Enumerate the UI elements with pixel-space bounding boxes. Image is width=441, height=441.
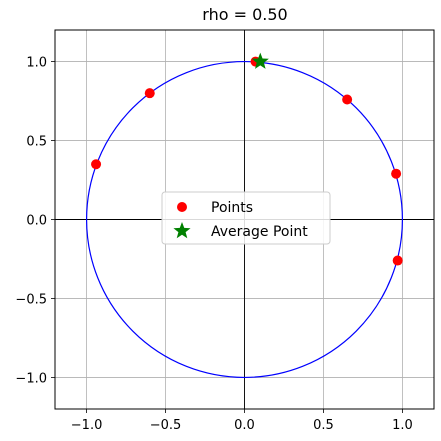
average-point-series	[251, 52, 269, 69]
point-4	[392, 255, 403, 266]
y-tick-label-3: 0.5	[26, 135, 47, 150]
average-point-0	[251, 52, 269, 69]
x-tick-label-1: −0.5	[150, 418, 182, 433]
chart-title: rho = 0.50	[202, 5, 287, 24]
legend-average-label: Average Point	[211, 224, 308, 240]
point-0	[144, 88, 155, 99]
point-3	[391, 168, 402, 179]
legend: Points Average Point	[161, 191, 331, 245]
y-tick-label-1: −0.5	[15, 292, 47, 307]
x-tick-label-3: 0.5	[313, 418, 334, 433]
legend-box	[161, 191, 331, 245]
y-tick-label-4: 1.0	[26, 56, 47, 71]
x-tick-label-2: 0.0	[234, 418, 255, 433]
legend-points-marker	[177, 202, 187, 212]
legend-average-marker	[173, 222, 191, 239]
axis-ticks: −1.0 −0.5 0.0 0.5 1.0 −1.0 −0.5 0.0 0.5 1.0	[15, 56, 412, 433]
y-tick-label-0: −1.0	[15, 371, 47, 386]
point-2	[342, 94, 353, 105]
x-tick-label-4: 1.0	[392, 418, 413, 433]
y-tick-label-2: 0.0	[26, 214, 47, 229]
unit-circle	[85, 60, 404, 379]
legend-points-label: Points	[211, 200, 253, 216]
point-5	[91, 159, 102, 170]
x-tick-label-0: −1.0	[71, 418, 103, 433]
